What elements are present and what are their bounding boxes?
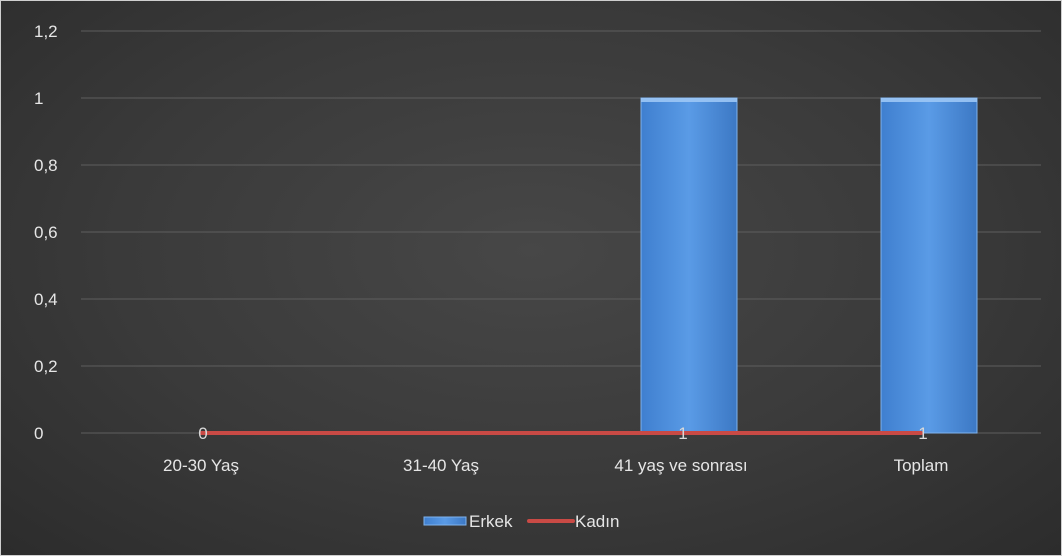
- legend-swatch-erkek: [423, 516, 467, 526]
- grid-layer: [81, 30, 1041, 434]
- y-axis-labels: 0 0,2 0,4 0,6 0,8 1 1,2: [34, 22, 58, 443]
- x-tick-label: 31-40 Yaş: [403, 456, 479, 475]
- x-tick-label: Toplam: [894, 456, 949, 475]
- bar-erkek: [880, 97, 978, 434]
- bar-layer: [640, 97, 978, 434]
- data-label: 1: [918, 424, 927, 443]
- y-tick-label: 0,4: [34, 290, 58, 309]
- data-label-layer: 0 1 1: [198, 424, 927, 443]
- bar-erkek-highlight: [881, 98, 977, 102]
- y-tick-label: 0,8: [34, 156, 58, 175]
- bar-erkek-highlight: [641, 98, 737, 102]
- y-tick-label: 0,2: [34, 357, 58, 376]
- legend-label-erkek: Erkek: [469, 512, 513, 531]
- y-tick-label: 1,2: [34, 22, 58, 41]
- y-tick-label: 1: [34, 89, 43, 108]
- x-tick-label: 41 yaş ve sonrası: [614, 456, 747, 475]
- x-axis-labels: 20-30 Yaş 31-40 Yaş 41 yaş ve sonrası Topla…: [163, 456, 948, 475]
- bar-erkek: [640, 97, 738, 434]
- y-tick-label: 0,6: [34, 223, 58, 242]
- data-label: 1: [678, 424, 687, 443]
- legend-label-kadin: Kadın: [575, 512, 619, 531]
- x-tick-label: 20-30 Yaş: [163, 456, 239, 475]
- legend: Erkek Kadın: [423, 512, 619, 531]
- data-label: 0: [198, 424, 207, 443]
- y-tick-label: 0: [34, 424, 43, 443]
